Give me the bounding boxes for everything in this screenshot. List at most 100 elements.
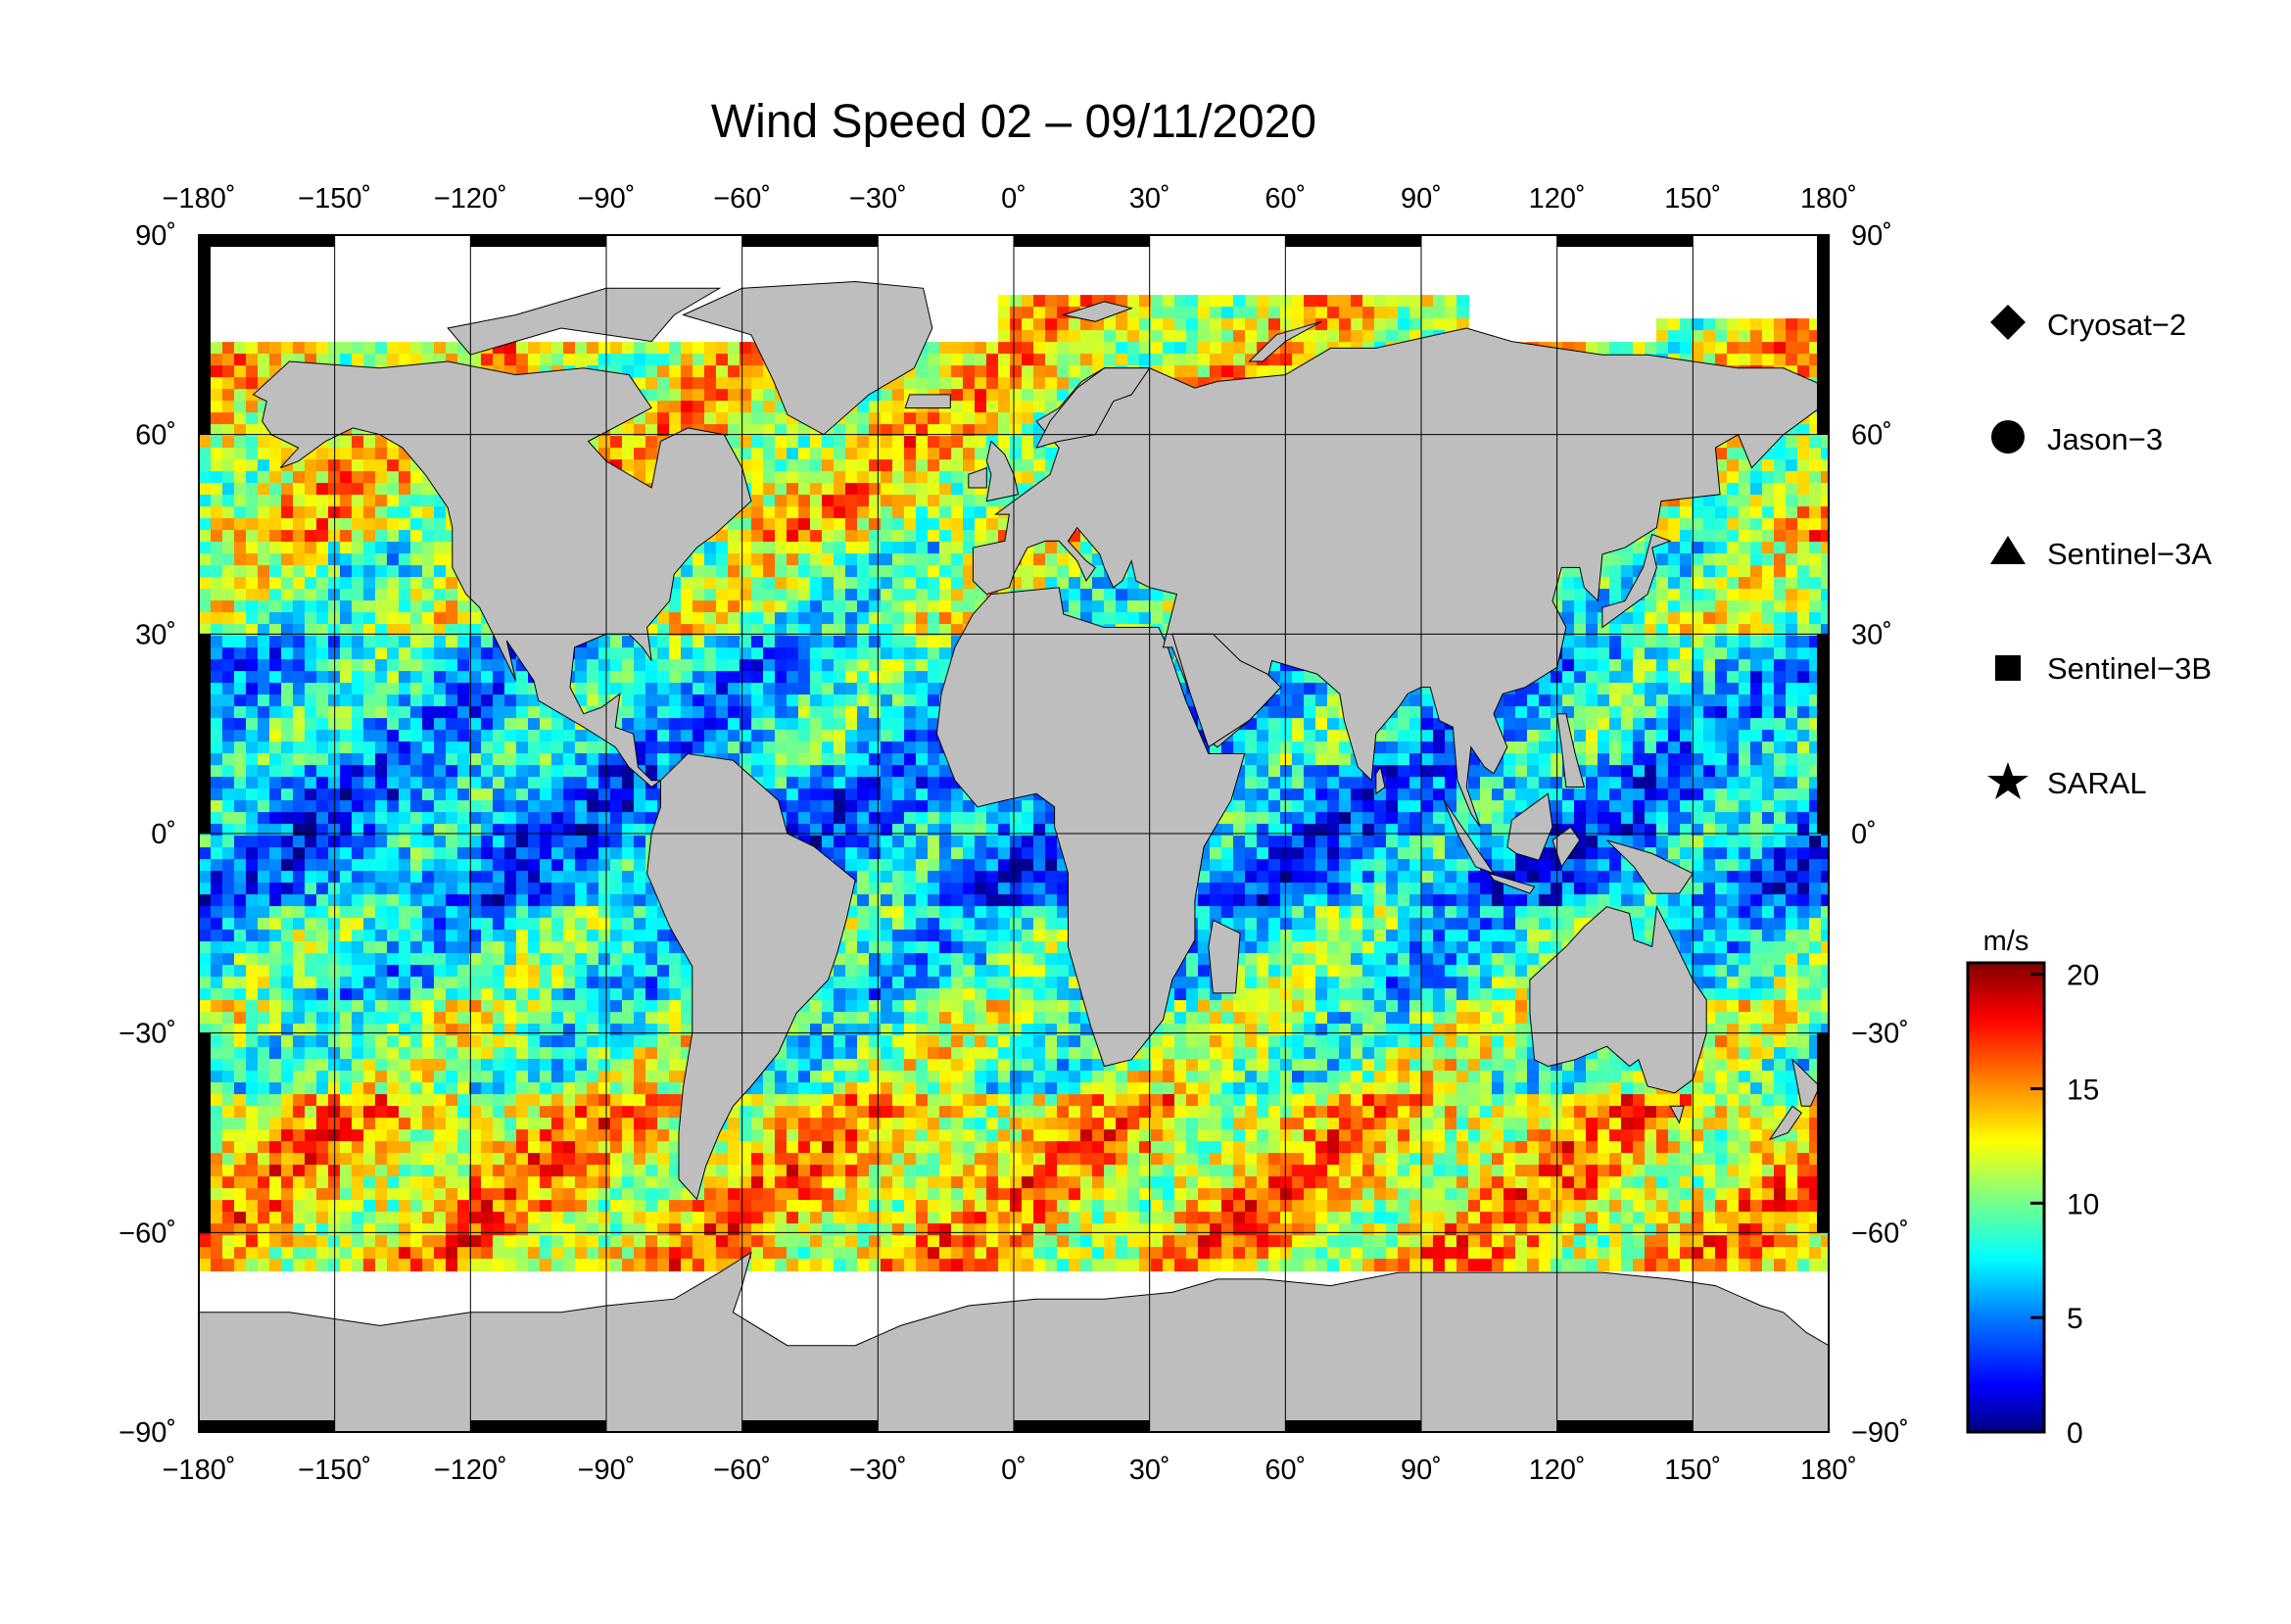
wind-cell bbox=[1762, 565, 1775, 579]
wind-cell bbox=[704, 659, 717, 673]
wind-cell bbox=[1762, 612, 1775, 626]
wind-cell bbox=[1022, 577, 1034, 591]
wind-cell bbox=[1774, 495, 1787, 508]
wind-cell bbox=[399, 495, 411, 508]
wind-cell bbox=[222, 706, 235, 720]
wind-cell bbox=[375, 506, 388, 520]
wind-cell bbox=[1786, 600, 1798, 614]
wind-cell bbox=[1786, 530, 1798, 544]
wind-cell bbox=[975, 342, 987, 356]
wind-cell bbox=[763, 518, 776, 532]
wind-cell bbox=[728, 683, 740, 696]
wind-cell bbox=[1809, 553, 1822, 567]
wind-cell bbox=[798, 459, 811, 473]
wind-cell bbox=[293, 577, 306, 591]
wind-cell bbox=[810, 730, 823, 743]
wind-cell bbox=[1703, 612, 1716, 626]
wind-cell bbox=[951, 530, 964, 544]
wind-cell bbox=[1421, 718, 1434, 732]
wind-cell bbox=[1609, 565, 1622, 579]
wind-cell bbox=[1033, 377, 1046, 391]
wind-cell bbox=[1750, 730, 1763, 743]
wind-cell bbox=[1680, 506, 1693, 520]
wind-cell bbox=[610, 659, 623, 673]
wind-cell bbox=[305, 459, 317, 473]
wind-cell bbox=[1797, 589, 1810, 602]
wind-cell bbox=[963, 448, 976, 461]
wind-cell bbox=[669, 342, 682, 356]
wind-cell bbox=[1257, 718, 1269, 732]
wind-cell bbox=[845, 683, 858, 696]
wind-cell bbox=[822, 694, 835, 708]
wind-cell bbox=[1104, 342, 1117, 356]
wind-cell bbox=[1139, 330, 1152, 344]
wind-cell bbox=[1797, 683, 1810, 696]
wind-cell bbox=[751, 471, 764, 485]
wind-cell bbox=[504, 354, 517, 367]
wind-cell bbox=[975, 495, 987, 508]
wind-cell bbox=[1022, 401, 1034, 414]
wind-cell bbox=[387, 542, 400, 555]
wind-cell bbox=[293, 518, 306, 532]
wind-cell bbox=[728, 530, 740, 544]
wind-cell bbox=[258, 471, 270, 485]
wind-cell bbox=[775, 706, 788, 720]
wind-cell bbox=[1339, 307, 1352, 320]
wind-cell bbox=[469, 718, 482, 732]
wind-cell bbox=[681, 624, 693, 638]
wind-cell bbox=[763, 624, 776, 638]
wind-cell bbox=[269, 600, 282, 614]
wind-cell bbox=[1022, 412, 1034, 426]
wind-cell bbox=[1221, 342, 1234, 356]
wind-cell bbox=[751, 612, 764, 626]
wind-cell bbox=[363, 530, 376, 544]
wind-cell bbox=[1668, 318, 1681, 332]
wind-cell bbox=[1668, 330, 1681, 344]
wind-cell bbox=[1362, 318, 1375, 332]
wind-cell bbox=[246, 459, 259, 473]
wind-cell bbox=[422, 495, 435, 508]
wind-cell bbox=[881, 483, 893, 497]
wind-cell bbox=[728, 589, 740, 602]
wind-cell bbox=[1668, 659, 1681, 673]
wind-cell bbox=[1809, 518, 1822, 532]
wind-cell bbox=[340, 718, 353, 732]
wind-cell bbox=[857, 436, 870, 450]
wind-cell bbox=[904, 459, 917, 473]
wind-cell bbox=[1562, 647, 1575, 661]
wind-cell bbox=[681, 401, 693, 414]
wind-cell bbox=[387, 354, 400, 367]
wind-cell bbox=[1362, 295, 1375, 309]
wind-cell bbox=[1574, 718, 1587, 732]
wind-cell bbox=[634, 647, 646, 661]
wind-cell bbox=[963, 342, 976, 356]
wind-cell bbox=[234, 706, 247, 720]
wind-cell bbox=[845, 694, 858, 708]
wind-cell bbox=[881, 694, 893, 708]
wind-cell bbox=[1762, 553, 1775, 567]
wind-cell bbox=[681, 412, 693, 426]
wind-cell bbox=[1656, 659, 1669, 673]
wind-cell bbox=[246, 495, 259, 508]
wind-cell bbox=[1797, 612, 1810, 626]
wind-cell bbox=[1739, 612, 1751, 626]
wind-cell bbox=[375, 542, 388, 555]
wind-cell bbox=[881, 589, 893, 602]
wind-cell bbox=[258, 565, 270, 579]
wind-cell bbox=[1315, 330, 1328, 344]
wind-cell bbox=[951, 448, 964, 461]
wind-cell bbox=[1304, 694, 1316, 708]
wind-cell bbox=[1421, 318, 1434, 332]
wind-cell bbox=[258, 730, 270, 743]
wind-cell bbox=[1668, 730, 1681, 743]
wind-cell bbox=[681, 577, 693, 591]
wind-cell bbox=[704, 671, 717, 685]
wind-cell bbox=[740, 671, 752, 685]
wind-cell bbox=[481, 671, 494, 685]
wind-cell bbox=[1656, 612, 1669, 626]
wind-cell bbox=[916, 718, 929, 732]
wind-cell bbox=[857, 530, 870, 544]
wind-cell bbox=[1786, 483, 1798, 497]
wind-cell bbox=[1186, 342, 1199, 356]
wind-cell bbox=[222, 506, 235, 520]
